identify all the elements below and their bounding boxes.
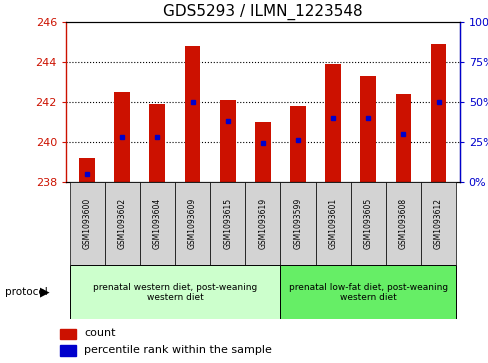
- Bar: [395, 94, 410, 182]
- Text: GSM1093605: GSM1093605: [363, 197, 372, 249]
- Bar: [79, 158, 95, 182]
- Text: percentile rank within the sample: percentile rank within the sample: [84, 344, 272, 355]
- Bar: [325, 64, 340, 182]
- Text: prenatal low-fat diet, post-weaning
western diet: prenatal low-fat diet, post-weaning west…: [288, 282, 447, 302]
- Bar: [104, 182, 140, 265]
- Text: ▶: ▶: [40, 286, 50, 299]
- Bar: [114, 92, 130, 182]
- Text: GSM1093609: GSM1093609: [188, 197, 197, 249]
- Title: GDS5293 / ILMN_1223548: GDS5293 / ILMN_1223548: [163, 4, 362, 20]
- Bar: [149, 103, 165, 182]
- Text: GSM1093615: GSM1093615: [223, 198, 232, 249]
- Bar: [360, 76, 375, 182]
- Bar: [219, 100, 235, 182]
- Bar: [430, 44, 446, 182]
- Text: count: count: [84, 328, 116, 338]
- Bar: [60, 329, 76, 339]
- Bar: [245, 182, 280, 265]
- Bar: [140, 182, 175, 265]
- Bar: [175, 182, 210, 265]
- Text: GSM1093604: GSM1093604: [153, 197, 162, 249]
- Text: GSM1093599: GSM1093599: [293, 197, 302, 249]
- Bar: [280, 182, 315, 265]
- Text: GSM1093619: GSM1093619: [258, 198, 267, 249]
- Bar: [60, 345, 76, 356]
- Text: GSM1093601: GSM1093601: [328, 198, 337, 249]
- Bar: [69, 265, 280, 319]
- Text: GSM1093600: GSM1093600: [82, 197, 91, 249]
- Bar: [315, 182, 350, 265]
- Text: GSM1093602: GSM1093602: [118, 198, 126, 249]
- Text: GSM1093608: GSM1093608: [398, 198, 407, 249]
- Bar: [69, 182, 104, 265]
- Bar: [280, 265, 455, 319]
- Bar: [350, 182, 385, 265]
- Text: protocol: protocol: [5, 287, 47, 297]
- Bar: [420, 182, 455, 265]
- Text: prenatal western diet, post-weaning
western diet: prenatal western diet, post-weaning west…: [93, 282, 257, 302]
- Bar: [184, 46, 200, 182]
- Bar: [210, 182, 245, 265]
- Bar: [289, 106, 305, 182]
- Bar: [385, 182, 420, 265]
- Text: GSM1093612: GSM1093612: [433, 198, 442, 249]
- Bar: [254, 122, 270, 182]
